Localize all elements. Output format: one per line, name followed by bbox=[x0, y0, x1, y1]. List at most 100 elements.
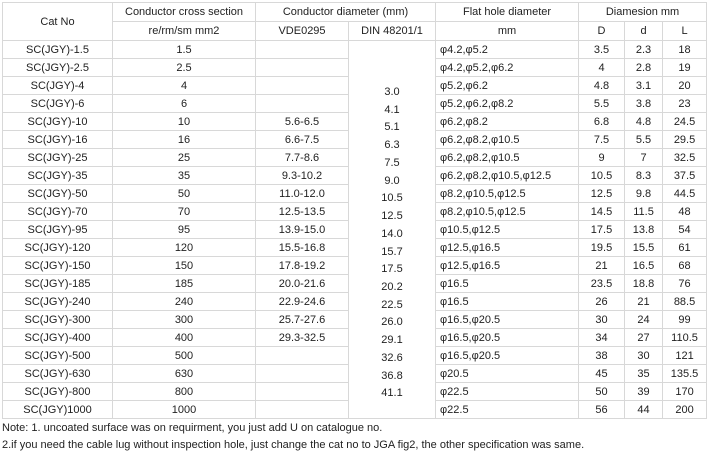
table-cell: 2.5 bbox=[112, 58, 256, 77]
table-cell: 7.7-8.6 bbox=[255, 148, 349, 167]
header-cell: D bbox=[578, 21, 626, 41]
table-cell: 6.6-7.5 bbox=[255, 130, 349, 149]
table-cell: 21 bbox=[624, 292, 664, 311]
din-cell: 3.0 4.1 5.1 6.3 7.5 9.0 10.5 12.5 14.0 15.7 17.5 20… bbox=[347, 40, 437, 419]
table-cell: 15.5 bbox=[624, 238, 664, 257]
note: 2.if you need the cable lug without insp… bbox=[2, 439, 585, 451]
table-cell: SC(JGY)1000 bbox=[2, 400, 113, 419]
table-cell: 1000 bbox=[112, 400, 256, 419]
din-value: 7.5 bbox=[384, 156, 400, 169]
table-cell: φ16.5,φ20.5 bbox=[435, 328, 580, 347]
table-cell: SC(JGY)-70 bbox=[2, 202, 113, 221]
table-cell: SC(JGY)-4 bbox=[2, 76, 113, 95]
table-cell: 19 bbox=[662, 58, 708, 77]
table-cell: 14.5 bbox=[578, 202, 626, 221]
table-cell: SC(JGY)-500 bbox=[2, 346, 113, 365]
table-cell: φ6.2,φ8.2 bbox=[435, 112, 580, 131]
header-cell: d bbox=[624, 21, 664, 41]
table-cell: SC(JGY)-240 bbox=[2, 292, 113, 311]
table-cell: 240 bbox=[112, 292, 256, 311]
table-cell: 121 bbox=[662, 346, 708, 365]
table-cell: SC(JGY)-16 bbox=[2, 130, 113, 149]
table-cell: 23.5 bbox=[578, 274, 626, 293]
table-cell: 6.8 bbox=[578, 112, 626, 131]
table-cell: 9.3-10.2 bbox=[255, 166, 349, 185]
table-cell: 500 bbox=[112, 346, 256, 365]
table-cell: SC(JGY)-185 bbox=[2, 274, 113, 293]
table-cell: SC(JGY)-120 bbox=[2, 238, 113, 257]
table-cell: SC(JGY)-10 bbox=[2, 112, 113, 131]
table-cell: 630 bbox=[112, 364, 256, 383]
table-cell: 44 bbox=[624, 400, 664, 419]
table-cell: 400 bbox=[112, 328, 256, 347]
table-cell: 300 bbox=[112, 310, 256, 329]
table-cell: SC(JGY)-800 bbox=[2, 382, 113, 401]
table-cell: 5.5 bbox=[624, 130, 664, 149]
table-cell: φ16.5 bbox=[435, 274, 580, 293]
table-cell: 54 bbox=[662, 220, 708, 239]
table-cell: 12.5 bbox=[578, 184, 626, 203]
table-cell: φ5.2,φ6.2,φ8.2 bbox=[435, 94, 580, 113]
table-cell: 70 bbox=[112, 202, 256, 221]
table-cell: 44.5 bbox=[662, 184, 708, 203]
table-cell: 56 bbox=[578, 400, 626, 419]
table-cell: 8.3 bbox=[624, 166, 664, 185]
table-cell: 30 bbox=[624, 346, 664, 365]
table-cell: 10.5 bbox=[578, 166, 626, 185]
din-value: 32.6 bbox=[381, 351, 403, 364]
table-cell: 4.8 bbox=[624, 112, 664, 131]
table-cell: 17.5 bbox=[578, 220, 626, 239]
table-cell: 23 bbox=[662, 94, 708, 113]
table-cell: φ10.5,φ12.5 bbox=[435, 220, 580, 239]
table-cell: 68 bbox=[662, 256, 708, 275]
table-cell: 4 bbox=[578, 58, 626, 77]
table-cell: 9.8 bbox=[624, 184, 664, 203]
table-cell: 25 bbox=[112, 148, 256, 167]
table-cell: 50 bbox=[578, 382, 626, 401]
din-value: 41.1 bbox=[381, 387, 403, 400]
table-cell: 5.5 bbox=[578, 94, 626, 113]
spec-table: Cat No Conductor cross section Conductor… bbox=[2, 2, 708, 419]
table-cell: 76 bbox=[662, 274, 708, 293]
din-value: 20.2 bbox=[381, 281, 403, 294]
table-cell: 110.5 bbox=[662, 328, 708, 347]
table-cell: 7 bbox=[624, 148, 664, 167]
table-cell: 15.5-16.8 bbox=[255, 238, 349, 257]
table-cell: 11.5 bbox=[624, 202, 664, 221]
table-cell: 16.5 bbox=[624, 256, 664, 275]
table-cell: 99 bbox=[662, 310, 708, 329]
table-cell: φ20.5 bbox=[435, 364, 580, 383]
table-cell bbox=[255, 94, 349, 113]
table-row: SC(JGY)1000 1000 φ22.5 56 44 200 bbox=[2, 400, 708, 419]
header-cell: L bbox=[662, 21, 708, 41]
table-cell: 3.5 bbox=[578, 40, 626, 59]
table-cell: 20 bbox=[662, 76, 708, 95]
note: Note: 1. uncoated surface was on requirm… bbox=[2, 422, 383, 434]
table-cell: 37.5 bbox=[662, 166, 708, 185]
table-cell: 2.3 bbox=[624, 40, 664, 59]
table-cell: φ16.5 bbox=[435, 292, 580, 311]
table-cell: 11.0-12.0 bbox=[255, 184, 349, 203]
table-row: SC(JGY)-1.5 1.5 3.0 4.1 5.1 6.3 7.5 9.0 10.5 12.5… bbox=[2, 40, 708, 419]
header-cell: mm bbox=[435, 21, 580, 41]
table-cell: 38 bbox=[578, 346, 626, 365]
table-cell: 50 bbox=[112, 184, 256, 203]
table-cell: 29.3-32.5 bbox=[255, 328, 349, 347]
table-cell: SC(JGY)-150 bbox=[2, 256, 113, 275]
table-cell: 39 bbox=[624, 382, 664, 401]
table-cell: φ8.2,φ10.5,φ12.5 bbox=[435, 184, 580, 203]
table-cell: SC(JGY)-300 bbox=[2, 310, 113, 329]
table-cell: 3.8 bbox=[624, 94, 664, 113]
din-value: 9.0 bbox=[384, 174, 400, 187]
table-cell: φ4.2,φ5.2,φ6.2 bbox=[435, 58, 580, 77]
table-cell: SC(JGY)-35 bbox=[2, 166, 113, 185]
din-value: 26.0 bbox=[381, 316, 403, 329]
din-value: 12.5 bbox=[381, 210, 403, 223]
table-cell bbox=[255, 364, 349, 383]
table-cell bbox=[255, 76, 349, 95]
din-value: 10.5 bbox=[381, 192, 403, 205]
table-cell: φ22.5 bbox=[435, 382, 580, 401]
din-value: 4.1 bbox=[384, 103, 400, 116]
table-cell: 2.8 bbox=[624, 58, 664, 77]
